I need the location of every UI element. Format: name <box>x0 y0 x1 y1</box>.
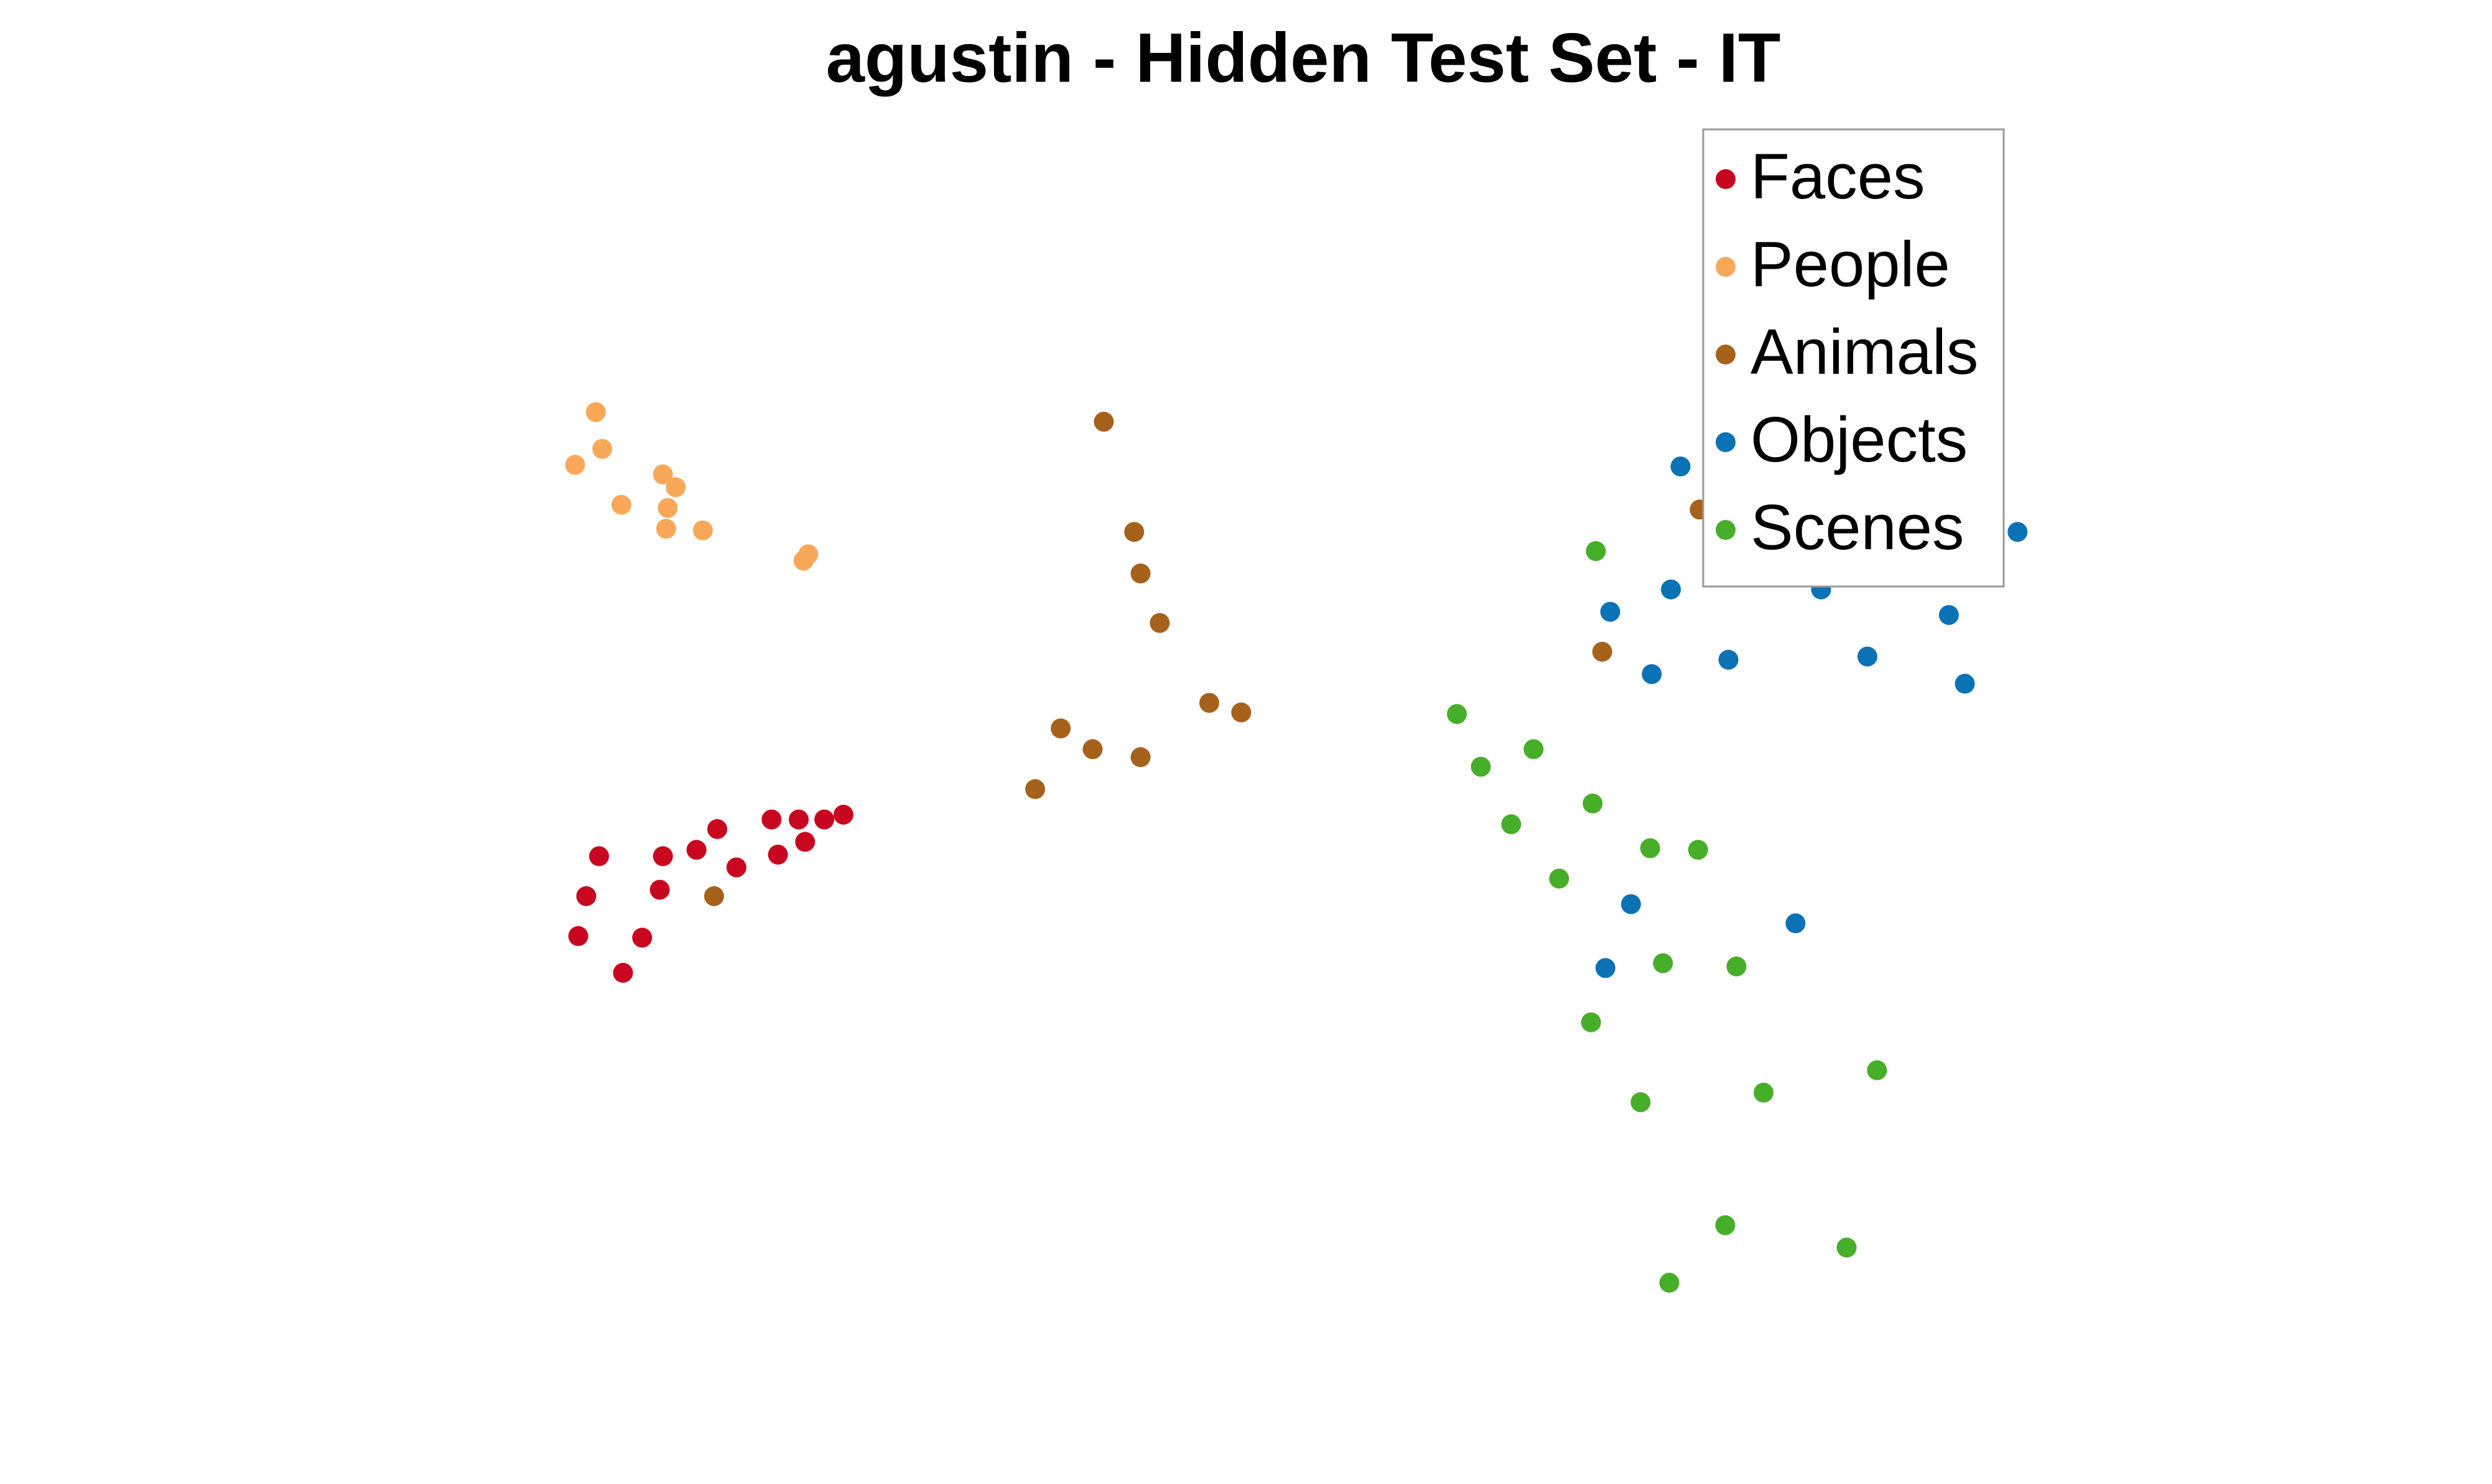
data-point <box>1231 702 1252 723</box>
data-point <box>1094 412 1114 432</box>
data-point <box>1640 838 1660 858</box>
legend-label: Objects <box>1750 404 1968 475</box>
legend-label: People <box>1750 228 1950 300</box>
data-point <box>1583 793 1603 814</box>
data-point <box>653 464 673 485</box>
data-point <box>788 809 809 830</box>
legend-marker <box>1716 520 1736 540</box>
data-point <box>1199 693 1219 713</box>
legend-marker <box>1716 169 1736 189</box>
data-point <box>1600 601 1620 622</box>
data-point <box>653 846 673 866</box>
data-point <box>1051 718 1071 739</box>
data-point <box>1857 646 1877 667</box>
data-point <box>658 498 678 518</box>
legend-marker <box>1716 345 1736 364</box>
data-point <box>632 927 653 948</box>
data-point <box>1586 541 1606 562</box>
data-point <box>1620 894 1641 914</box>
data-point <box>588 846 609 866</box>
legend-label: Scenes <box>1750 491 1964 563</box>
data-point <box>1025 779 1046 799</box>
data-point <box>2007 522 2028 542</box>
data-point <box>1581 1012 1601 1032</box>
data-point <box>1688 840 1708 860</box>
data-point <box>1130 747 1151 768</box>
data-point <box>1082 739 1103 759</box>
legend-marker <box>1716 257 1736 277</box>
data-point <box>576 886 597 906</box>
data-point <box>704 886 724 906</box>
data-point <box>1938 605 1959 625</box>
data-point <box>1446 704 1467 725</box>
data-point <box>1124 522 1145 542</box>
data-point <box>1592 641 1612 662</box>
data-point <box>1726 956 1747 976</box>
data-point <box>1754 1082 1774 1103</box>
data-point <box>1630 1092 1651 1113</box>
data-point <box>814 809 835 830</box>
data-point <box>726 857 746 878</box>
data-point <box>592 438 613 459</box>
data-point <box>565 455 585 475</box>
data-point <box>686 840 707 860</box>
legend-marker <box>1716 432 1736 452</box>
data-point <box>707 819 728 839</box>
data-point <box>1150 613 1170 633</box>
data-point <box>761 809 782 830</box>
data-point <box>585 402 606 422</box>
data-point <box>1471 756 1491 777</box>
data-point <box>795 832 816 852</box>
data-point <box>1836 1237 1857 1258</box>
data-point <box>1130 563 1151 584</box>
data-point <box>833 804 853 825</box>
data-point <box>1549 868 1569 889</box>
data-point <box>656 519 676 539</box>
data-point <box>793 550 814 571</box>
data-point <box>1595 958 1616 978</box>
data-point <box>692 520 713 540</box>
data-point <box>768 845 788 865</box>
data-point <box>1867 1060 1887 1080</box>
data-point <box>1715 1215 1736 1235</box>
data-point <box>1661 579 1681 600</box>
data-point <box>1670 456 1691 476</box>
data-point <box>611 494 631 515</box>
data-point <box>1523 739 1544 759</box>
data-point <box>613 963 633 983</box>
data-point <box>568 926 588 947</box>
data-point <box>1718 649 1739 670</box>
data-point <box>666 477 686 498</box>
data-point <box>1642 664 1662 684</box>
legend-label: Faces <box>1750 141 1925 212</box>
legend-box <box>1702 128 2005 588</box>
data-point <box>1785 913 1806 934</box>
data-point <box>1501 814 1522 835</box>
chart-title: agustin - Hidden Test Set - IT <box>826 19 1781 97</box>
data-point <box>649 879 670 900</box>
data-point <box>1653 953 1673 973</box>
legend-label: Animals <box>1750 316 1978 387</box>
data-point <box>1659 1273 1680 1293</box>
data-point <box>1955 674 1975 694</box>
